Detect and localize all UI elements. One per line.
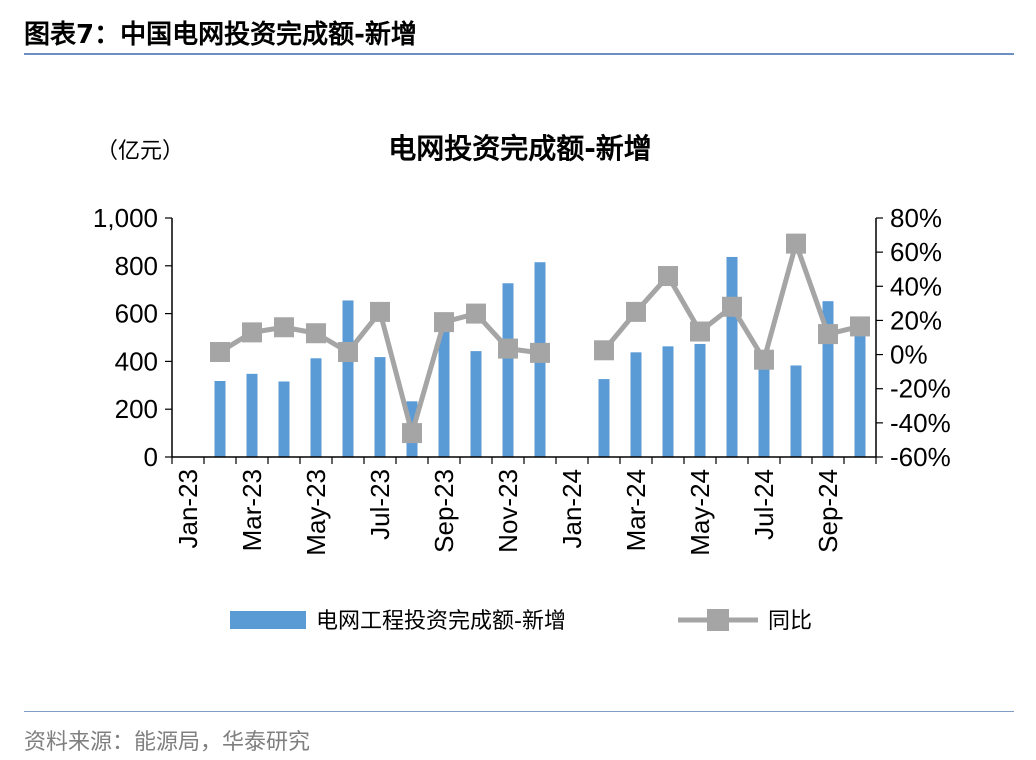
y-left-tick-label: 200 xyxy=(115,394,158,424)
title-rule xyxy=(24,53,1014,55)
yoy-point-Aug-24 xyxy=(786,233,806,254)
y-right-tick-label: -20% xyxy=(890,374,951,404)
x-tick-label: Sep-24 xyxy=(813,469,843,553)
bar-Mar-24 xyxy=(630,352,642,457)
yoy-point-May-23 xyxy=(306,323,326,344)
bar-May-23 xyxy=(310,358,322,457)
x-tick-label: Jul-24 xyxy=(749,469,779,540)
x-tick-label: Mar-23 xyxy=(237,469,267,551)
yoy-point-Jul-24 xyxy=(754,349,774,370)
bar-Nov-23 xyxy=(502,283,514,457)
y-right-tick-label: 40% xyxy=(890,271,942,301)
tick-labels: 0 200 400 600 800 1,000 -60% -40% -20% 0% 20% 40% 60… xyxy=(93,203,951,556)
y-right-tick-label: 20% xyxy=(890,305,942,335)
source-rule xyxy=(24,711,1014,712)
yoy-point-Apr-23 xyxy=(274,317,294,338)
yoy-point-Mar-24 xyxy=(626,301,646,322)
y-right-tick-label: 0% xyxy=(890,340,928,370)
x-tick-label: May-24 xyxy=(685,469,715,556)
bar-Jun-23 xyxy=(342,300,354,457)
figure-title: 图表7：中国电网投资完成额-新增 xyxy=(24,14,417,51)
y-right-tick-label: -40% xyxy=(890,408,951,438)
yoy-point-Sep-24 xyxy=(818,324,838,345)
yoy-point-Oct-23 xyxy=(466,303,486,324)
yoy-point-Feb-24 xyxy=(594,340,614,361)
yoy-point-Nov-23 xyxy=(498,338,518,359)
yoy-point-Mar-23 xyxy=(242,322,262,343)
bar-Sep-24 xyxy=(822,301,834,457)
y-left-tick-label: 0 xyxy=(144,442,158,472)
yoy-point-Dec-23 xyxy=(530,342,550,363)
bar-Apr-24 xyxy=(662,346,674,457)
bar-Oct-23 xyxy=(470,351,482,457)
bar-Jul-24 xyxy=(758,365,770,457)
yoy-point-Aug-23 xyxy=(402,423,422,444)
bar-Jun-24 xyxy=(726,256,738,457)
yoy-point-Apr-24 xyxy=(658,266,678,287)
y-left-tick-label: 800 xyxy=(115,251,158,281)
chart: （亿元） 电网投资完成额-新增 0 200 400 600 800 1,000 -60% -4… xyxy=(93,132,951,634)
x-tick-label: Nov-23 xyxy=(493,469,523,553)
y-right-tick-label: 80% xyxy=(890,203,942,233)
bar-Mar-23 xyxy=(246,373,258,457)
x-tick-label: Jan-23 xyxy=(173,469,203,549)
bar-Apr-23 xyxy=(278,381,290,457)
x-tick-label: Jan-24 xyxy=(557,469,587,549)
legend-line-label: 同比 xyxy=(768,609,812,634)
bar-Sep-23 xyxy=(438,315,450,457)
bar-May-24 xyxy=(694,343,706,457)
yoy-point-Sep-23 xyxy=(434,312,454,333)
y-left-tick-label: 1,000 xyxy=(93,203,158,233)
yoy-point-May-24 xyxy=(690,321,710,342)
bar-Jul-23 xyxy=(374,357,386,457)
x-tick-label: Jul-23 xyxy=(365,469,395,540)
x-tick-label: Mar-24 xyxy=(621,469,651,551)
axes xyxy=(165,217,883,464)
bar-Feb-23 xyxy=(214,380,226,457)
yoy-point-Jun-24 xyxy=(722,296,742,317)
line-series xyxy=(210,233,870,444)
y-right-tick-label: 60% xyxy=(890,237,942,267)
bar-Oct-24 xyxy=(854,316,866,457)
legend: 电网工程投资完成额-新增 同比 xyxy=(230,609,812,634)
chart-title: 电网投资完成额-新增 xyxy=(388,132,652,165)
y-right-tick-label: -60% xyxy=(890,442,951,472)
legend-line-marker xyxy=(707,609,729,631)
figure-label: 图表7： xyxy=(24,20,121,50)
legend-bar-swatch xyxy=(230,611,306,629)
legend-bar-label: 电网工程投资完成额-新增 xyxy=(316,609,566,634)
yoy-point-Feb-23 xyxy=(210,342,230,363)
bar-Aug-24 xyxy=(790,365,802,457)
figure-title-text: 中国电网投资完成额-新增 xyxy=(120,20,417,50)
y-left-tick-label: 400 xyxy=(115,346,158,376)
yoy-point-Jul-23 xyxy=(370,301,390,322)
yoy-point-Oct-24 xyxy=(850,316,870,337)
yoy-point-Jun-23 xyxy=(338,342,358,363)
x-tick-label: Sep-23 xyxy=(429,469,459,553)
source-note: 资料来源：能源局，华泰研究 xyxy=(24,730,311,755)
y-left-tick-label: 600 xyxy=(115,299,158,329)
unit-label: （亿元） xyxy=(96,139,184,164)
bar-Feb-24 xyxy=(598,379,610,457)
x-tick-label: May-23 xyxy=(301,469,331,556)
